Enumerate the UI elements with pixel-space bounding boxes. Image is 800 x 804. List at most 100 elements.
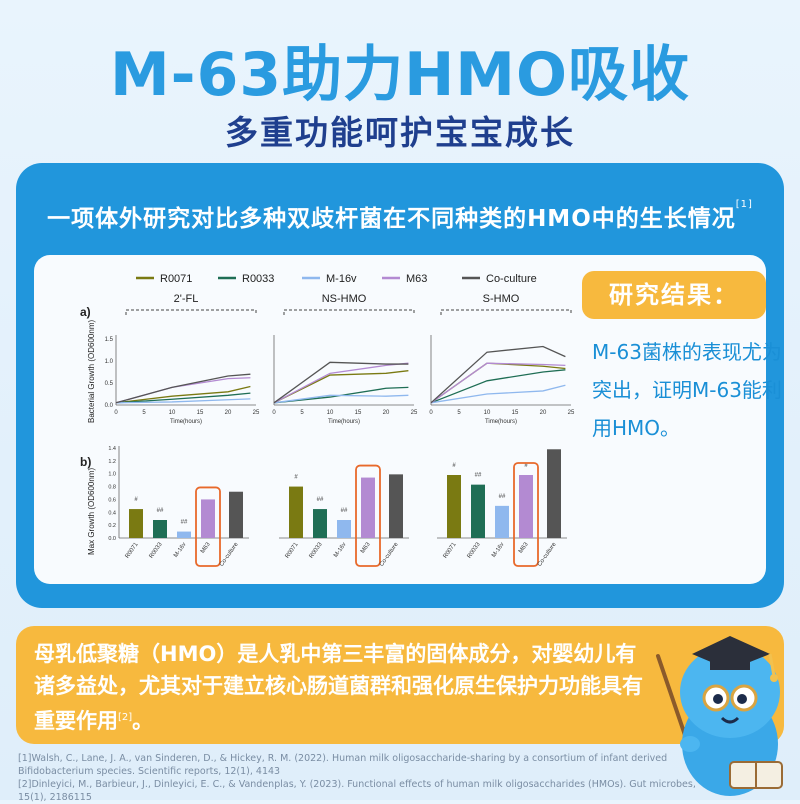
bar-mark: ## (499, 494, 506, 500)
bar-mark: ## (475, 473, 482, 479)
line-NS-HMO-M63 (273, 362, 409, 404)
y-tick-label: 0.0 (105, 403, 114, 409)
line-NS-HMO-M-16v (273, 394, 409, 404)
x-tick-label: 20 (540, 410, 547, 416)
bar-mark: ## (317, 497, 324, 503)
x-axis-label: Time(hours) (170, 419, 202, 425)
bar-2'-FL-M-16v (177, 531, 191, 538)
bar-NS-HMO-R0071 (289, 486, 303, 538)
x-tick-label: 25 (411, 410, 418, 416)
panel-a-label: a) (80, 305, 91, 319)
x-tick-label: 20 (225, 410, 232, 416)
bar-mark: ## (341, 508, 348, 514)
growth-chart: R0071 R0033 M-16v M63 Co-culture a)Bacterial … (80, 273, 575, 568)
bar-mark: ## (157, 508, 164, 514)
line-S-HMO-Co-culture (430, 345, 566, 404)
bar-category-label: Co-culture (219, 541, 240, 568)
x-tick-label: 0 (429, 410, 433, 416)
line-S-HMO-R0071 (430, 362, 566, 404)
references: [1]Walsh, C., Lane, J. A., van Sinderen,… (18, 752, 718, 804)
hmo-note-text: 母乳低聚糖（HMO）是人乳中第三丰富的固体成分，对婴幼儿有诸多益处，尤其对于建立… (34, 638, 646, 737)
x-tick-label: 15 (512, 410, 519, 416)
bar-NS-HMO-M63 (361, 477, 375, 538)
hmo-note-end: 。 (132, 709, 154, 733)
group-label-S-HMO: S-HMO (483, 293, 520, 305)
panel-title-text: 一项体外研究对比多种双歧杆菌在不同种类的HMO中的生长情况 (47, 206, 736, 232)
bar-S-HMO-Co-culture (547, 449, 561, 538)
line-S-HMO-M-16v (430, 384, 566, 404)
y-tick-label: 0.5 (105, 381, 114, 387)
result-tag: 研究结果： (582, 271, 766, 319)
x-tick-label: 20 (383, 410, 390, 416)
bar-mark: # (294, 475, 298, 481)
bar-category-label: M63 (200, 541, 212, 555)
bar-category-label: M63 (518, 541, 530, 555)
x-tick-label: 10 (484, 410, 491, 416)
bar-2'-FL-R0071 (129, 509, 143, 538)
x-tick-label: 5 (300, 410, 304, 416)
x-tick-label: 15 (355, 410, 362, 416)
bar-S-HMO-M-16v (495, 505, 509, 538)
legend-label-M63: M63 (406, 273, 427, 285)
hmo-note-ref: [2] (118, 712, 133, 723)
x-axis-label: Time(hours) (485, 419, 517, 425)
x-tick-label: 25 (253, 410, 260, 416)
line-NS-HMO-Co-culture (273, 361, 409, 404)
panel-a-ylabel: Bacterial Growth (OD600nm) (87, 320, 96, 423)
legend-label-R0033: R0033 (242, 273, 274, 285)
panel-b-label: b) (80, 455, 91, 469)
line-S-HMO-R0033 (430, 369, 566, 404)
highlight-box-2'-FL (195, 486, 221, 567)
bar-S-HMO-R0071 (447, 475, 461, 538)
bar-y-tick-label: 1.0 (108, 472, 116, 478)
bar-y-tick-label: 0.0 (108, 536, 116, 542)
bar-category-label: M-16v (173, 542, 187, 559)
group-label-NS-HMO: NS-HMO (322, 293, 367, 305)
bar-category-label: M63 (360, 541, 372, 555)
legend-label-R0071: R0071 (160, 273, 192, 285)
bar-y-tick-label: 0.2 (108, 523, 116, 529)
bar-S-HMO-R0033 (471, 484, 485, 538)
x-axis-label: Time(hours) (328, 419, 360, 425)
line-NS-HMO-R0033 (273, 386, 409, 404)
group-bracket (125, 309, 257, 315)
line-NS-HMO-R0071 (273, 370, 409, 404)
bar-category-label: M-16v (333, 542, 347, 559)
page-title: M-63助力HMO吸收 (109, 40, 691, 110)
line-2'-FL-R0033 (115, 392, 251, 404)
highlight-box-NS-HMO (355, 464, 381, 567)
x-tick-label: 25 (568, 410, 575, 416)
group-bracket (440, 309, 572, 315)
line-2'-FL-R0071 (115, 385, 251, 404)
page-subtitle: 多重功能呵护宝宝成长 (225, 113, 575, 152)
x-tick-label: 5 (457, 410, 461, 416)
bar-y-tick-label: 0.4 (108, 510, 116, 516)
reference-1: [1]Walsh, C., Lane, J. A., van Sinderen,… (18, 753, 668, 777)
bar-NS-HMO-M-16v (337, 520, 351, 538)
bar-y-tick-label: 1.4 (108, 446, 116, 452)
mascot-icon (656, 636, 783, 796)
bar-mark: # (134, 497, 138, 503)
highlight-box-S-HMO (513, 462, 539, 567)
reference-2: [2]Dinleyici, M., Barbieur, J., Dinleyic… (18, 779, 696, 803)
bar-category-label: R0071 (443, 541, 458, 559)
bar-S-HMO-M63 (519, 475, 533, 538)
x-tick-label: 0 (272, 410, 276, 416)
x-tick-label: 5 (142, 410, 146, 416)
bar-category-label: R0033 (149, 541, 164, 559)
bar-category-label: R0071 (285, 541, 300, 559)
line-2'-FL-M-16v (115, 398, 251, 404)
hmo-note: 母乳低聚糖（HMO）是人乳中第三丰富的固体成分，对婴幼儿有诸多益处，尤其对于建立… (16, 626, 784, 744)
group-bracket (283, 309, 415, 315)
study-panel: 一项体外研究对比多种双歧杆菌在不同种类的HMO中的生长情况[1] R0071 R0… (16, 163, 784, 608)
bar-category-label: R0071 (125, 541, 140, 559)
line-S-HMO-M63 (430, 362, 566, 404)
group-label-2'-FL: 2'-FL (174, 293, 199, 305)
bar-category-label: Co-culture (537, 541, 558, 568)
x-tick-label: 15 (197, 410, 204, 416)
bar-NS-HMO-Co-culture (389, 474, 403, 538)
legend-label-M-16v: M-16v (326, 273, 357, 285)
result-text: M-63菌株的表现尤为突出，证明M-63能利用HMO。 (592, 340, 782, 440)
bar-mark: # (452, 463, 456, 469)
panel-title-ref: [1] (735, 199, 753, 210)
